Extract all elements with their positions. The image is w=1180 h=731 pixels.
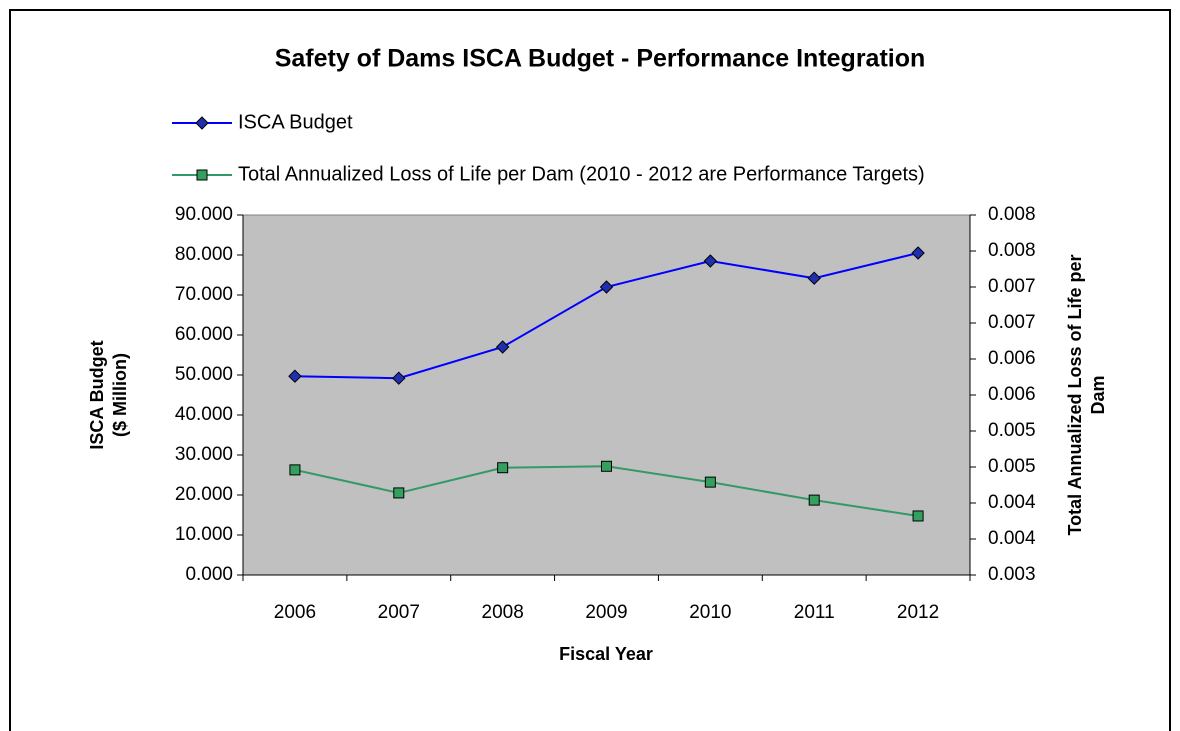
data-point bbox=[911, 246, 925, 260]
legend-label: ISCA Budget bbox=[238, 111, 353, 133]
y2-tick-label: 0.005 bbox=[988, 456, 1036, 477]
y-tick-label: 30.000 bbox=[175, 444, 233, 465]
y-tick-label: 0.000 bbox=[185, 564, 233, 585]
data-point bbox=[704, 476, 716, 488]
y2-tick-label: 0.007 bbox=[988, 312, 1036, 333]
y2-tick-label: 0.007 bbox=[988, 276, 1036, 297]
y-tick-label: 10.000 bbox=[175, 524, 233, 545]
y-tick-label: 20.000 bbox=[175, 484, 233, 505]
y-tick-label: 40.000 bbox=[175, 404, 233, 425]
legend-marker bbox=[195, 116, 209, 130]
x-axis-title: Fiscal Year bbox=[559, 644, 653, 664]
frame bbox=[9, 9, 1171, 731]
y2-tick-label: 0.004 bbox=[988, 492, 1036, 513]
y2-tick-label: 0.006 bbox=[988, 384, 1036, 405]
data-point bbox=[495, 340, 510, 354]
y2-axis-title: Dam bbox=[1088, 375, 1108, 414]
data-point bbox=[808, 494, 820, 506]
chart-title: Safety of Dams ISCA Budget - Performance… bbox=[275, 45, 926, 73]
y2-tick-label: 0.003 bbox=[988, 564, 1036, 585]
y-tick-label: 90.000 bbox=[175, 204, 233, 225]
x-tick-label: 2008 bbox=[482, 602, 524, 623]
y-tick-label: 60.000 bbox=[175, 324, 233, 345]
y-tick-label: 50.000 bbox=[175, 364, 233, 385]
y-tick-label: 80.000 bbox=[175, 244, 233, 265]
y2-tick-label: 0.008 bbox=[988, 204, 1036, 225]
data-point bbox=[497, 462, 509, 474]
y2-tick-label: 0.005 bbox=[988, 420, 1036, 441]
plot-area bbox=[242, 214, 971, 576]
data-point bbox=[289, 464, 301, 476]
data-point bbox=[288, 369, 302, 383]
y2-tick-label: 0.004 bbox=[988, 528, 1036, 549]
x-tick-label: 2007 bbox=[378, 602, 420, 623]
data-point bbox=[601, 460, 612, 472]
data-point bbox=[807, 271, 821, 285]
y2-axis-title: Total Annualized Loss of Life per bbox=[1065, 254, 1085, 535]
data-point bbox=[703, 254, 718, 268]
x-tick-label: 2009 bbox=[585, 602, 627, 623]
x-tick-label: 2006 bbox=[274, 602, 316, 623]
data-point bbox=[599, 280, 614, 294]
legend-marker bbox=[196, 169, 208, 181]
x-tick-label: 2010 bbox=[689, 602, 731, 623]
y-axis-title: ISCA Budget bbox=[87, 340, 107, 449]
y-axis-title: ($ Million) bbox=[110, 353, 130, 437]
data-point bbox=[912, 510, 924, 522]
x-tick-label: 2011 bbox=[794, 602, 835, 623]
x-tick-label: 2012 bbox=[897, 602, 939, 623]
data-point bbox=[393, 487, 405, 499]
data-point bbox=[392, 371, 406, 385]
legend-label: Total Annualized Loss of Life per Dam (2… bbox=[238, 163, 925, 185]
y2-tick-label: 0.008 bbox=[988, 240, 1036, 261]
y2-tick-label: 0.006 bbox=[988, 348, 1036, 369]
axis-titles: ISCA Budget ($ Million) Total Annualized… bbox=[87, 254, 1108, 535]
y-tick-label: 70.000 bbox=[175, 284, 233, 305]
